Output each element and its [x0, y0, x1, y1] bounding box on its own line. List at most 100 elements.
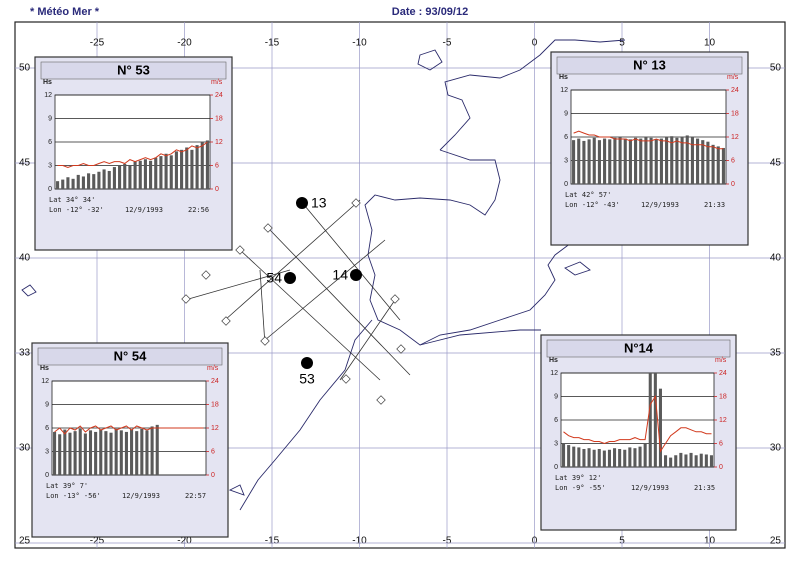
y-tick-label: 12 — [41, 378, 49, 385]
hs-bar — [128, 165, 132, 189]
y-tick-label: 3 — [45, 448, 49, 455]
satellite-tracks — [181, 198, 411, 405]
hs-bar — [689, 452, 693, 467]
lat-label-left: 40 — [19, 253, 31, 264]
hs-bar — [670, 136, 674, 184]
hs-bar — [71, 178, 75, 189]
hs-bar — [99, 429, 103, 475]
y-tick-label: 6 — [48, 139, 52, 146]
hs-bar — [711, 144, 715, 184]
hs-bar — [88, 430, 93, 475]
hs-bar — [169, 155, 173, 189]
lon-label-top: -10 — [352, 38, 367, 49]
y-tick-label: 3 — [564, 157, 568, 164]
hs-bar — [684, 454, 688, 467]
hs-bar — [675, 137, 679, 184]
lat-label-left: 50 — [19, 63, 31, 74]
station-marker — [350, 269, 362, 281]
inset-time: 21:33 — [704, 201, 725, 209]
lat-label-left: 45 — [19, 158, 31, 169]
hs-bar — [709, 455, 713, 467]
inset-panel: N° 54 Hs m/s 0 3 6 9 12 0 6 12 18 24 Lat 39° 7' Lon -1… — [31, 342, 229, 538]
hs-bar — [618, 137, 622, 184]
hs-bar — [68, 432, 72, 475]
hs-bar — [135, 431, 139, 475]
hs-bar — [587, 448, 591, 467]
hs-bar — [592, 137, 596, 184]
y2-tick-label: 6 — [719, 440, 723, 447]
hs-bar — [143, 159, 147, 189]
hs-bar — [140, 428, 144, 475]
hs-bar — [104, 431, 108, 475]
y2-tick-label: 24 — [719, 370, 727, 377]
y2-tick-label: 12 — [211, 425, 219, 432]
y2-axis-label: m/s — [211, 79, 223, 86]
hs-bar — [102, 169, 106, 189]
hs-bar — [109, 432, 113, 475]
y-tick-label: 12 — [560, 87, 568, 94]
y2-tick-label: 24 — [215, 92, 223, 99]
stations: 13 54 14 53 — [266, 195, 362, 387]
hs-bar — [644, 137, 648, 184]
y-tick-label: 9 — [48, 115, 52, 122]
hs-bar — [174, 151, 178, 189]
inset-time: 21:35 — [694, 484, 715, 492]
hs-bar — [87, 173, 91, 189]
lon-label-top: -25 — [90, 38, 105, 49]
inset-title-bar — [546, 339, 731, 358]
hs-bar — [150, 426, 154, 475]
insets: N° 53 Hs m/s 0 3 6 9 12 0 6 12 18 24 Lat 34° 34' Lon -… — [31, 51, 749, 538]
y2-tick-label: 12 — [731, 134, 739, 141]
lat-label-right: 50 — [770, 63, 782, 74]
y-tick-label: 6 — [554, 417, 558, 424]
date: Date : 93/09/12 — [392, 6, 468, 18]
hs-bar — [607, 449, 611, 467]
y-tick-label: 6 — [45, 425, 49, 432]
lon-label-top: -5 — [443, 38, 452, 49]
hs-bar — [633, 448, 637, 467]
hs-bar — [587, 139, 591, 184]
y2-tick-label: 18 — [211, 401, 219, 408]
y-tick-label: 3 — [48, 162, 52, 169]
hs-bar — [582, 140, 586, 184]
hs-bar — [701, 140, 705, 184]
hs-bar — [572, 140, 576, 184]
lat-label-right: 25 — [770, 536, 782, 547]
inset-title: N°14 — [624, 340, 654, 355]
y2-tick-label: 0 — [211, 472, 215, 479]
wind-line — [57, 141, 208, 169]
lon-label-bottom: -15 — [265, 536, 280, 547]
inset-panel: N° 53 Hs m/s 0 3 6 9 12 0 6 12 18 24 Lat 34° 34' Lon -… — [34, 56, 233, 251]
hs-bar — [602, 450, 606, 467]
lat-label-right: 45 — [770, 158, 782, 169]
inset-lat: Lat 42° 57' — [565, 191, 611, 199]
y-tick-label: 9 — [554, 393, 558, 400]
station-marker — [301, 357, 313, 369]
hs-bar — [669, 457, 673, 467]
lon-label-bottom: 0 — [532, 536, 538, 547]
y-tick-label: 0 — [45, 472, 49, 479]
hs-bar — [567, 445, 571, 467]
hs-bar — [623, 449, 627, 467]
hs-bar — [124, 431, 128, 475]
hs-bar — [706, 141, 710, 184]
hs-bar — [118, 165, 122, 189]
hs-bar — [61, 179, 65, 189]
y2-tick-label: 6 — [211, 448, 215, 455]
y2-tick-label: 12 — [215, 139, 223, 146]
hs-bar — [562, 443, 566, 467]
y-axis-label: Hs — [559, 74, 568, 81]
hs-bar — [138, 160, 142, 189]
inset-time: 22:57 — [185, 492, 206, 500]
hs-bar — [53, 431, 57, 475]
lon-label-top: -20 — [177, 38, 192, 49]
inset-time: 22:56 — [188, 206, 209, 214]
hs-bar — [205, 140, 209, 189]
hs-bar — [653, 373, 657, 467]
y-tick-label: 12 — [44, 92, 52, 99]
hs-bar — [78, 428, 82, 475]
hs-bar — [58, 434, 62, 475]
hs-bar — [716, 146, 720, 184]
hs-bar — [674, 455, 678, 467]
